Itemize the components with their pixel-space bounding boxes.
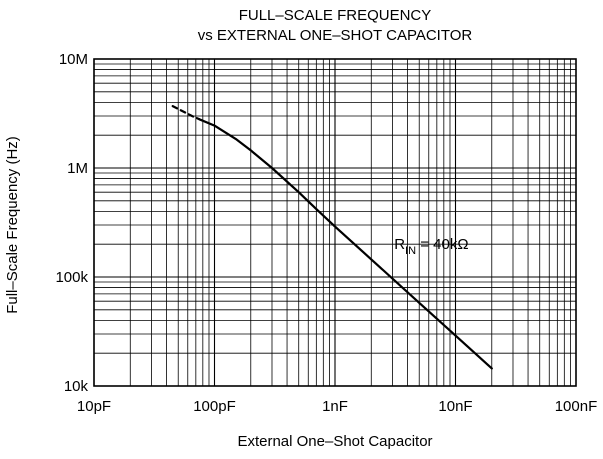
y-tick-label: 100k xyxy=(55,269,88,286)
y-tick-label: 10M xyxy=(59,51,88,68)
x-tick-label: 100nF xyxy=(555,398,598,415)
rin-annotation-value: = 40kΩ xyxy=(416,236,469,253)
extrapolated-curve xyxy=(171,104,201,121)
frequency-curve xyxy=(198,118,493,370)
y-tick-label: 1M xyxy=(67,160,88,177)
x-tick-label: 1nF xyxy=(322,398,348,415)
x-tick-label: 10nF xyxy=(438,398,472,415)
grid xyxy=(93,59,576,387)
rin-annotation-subscript: IN xyxy=(405,245,416,257)
rin-annotation-main: R xyxy=(394,236,405,253)
series-group xyxy=(171,104,493,370)
x-axis-label: External One–Shot Capacitor xyxy=(237,433,432,450)
tick-labels: 10pF 100pF 1nF 10nF 100nF 10k 100k 1M 10M xyxy=(55,51,597,415)
y-tick-label: 10k xyxy=(64,378,89,395)
x-tick-label: 10pF xyxy=(77,398,111,415)
y-axis-label: Full–Scale Frequency (Hz) xyxy=(4,136,21,314)
chart-title-line-1: FULL–SCALE FREQUENCY xyxy=(239,7,432,24)
chart-title-line-2: vs EXTERNAL ONE–SHOT CAPACITOR xyxy=(198,27,473,44)
x-tick-label: 100pF xyxy=(193,398,236,415)
plot-frame xyxy=(93,58,577,387)
rin-annotation: RIN = 40kΩ xyxy=(394,236,468,257)
